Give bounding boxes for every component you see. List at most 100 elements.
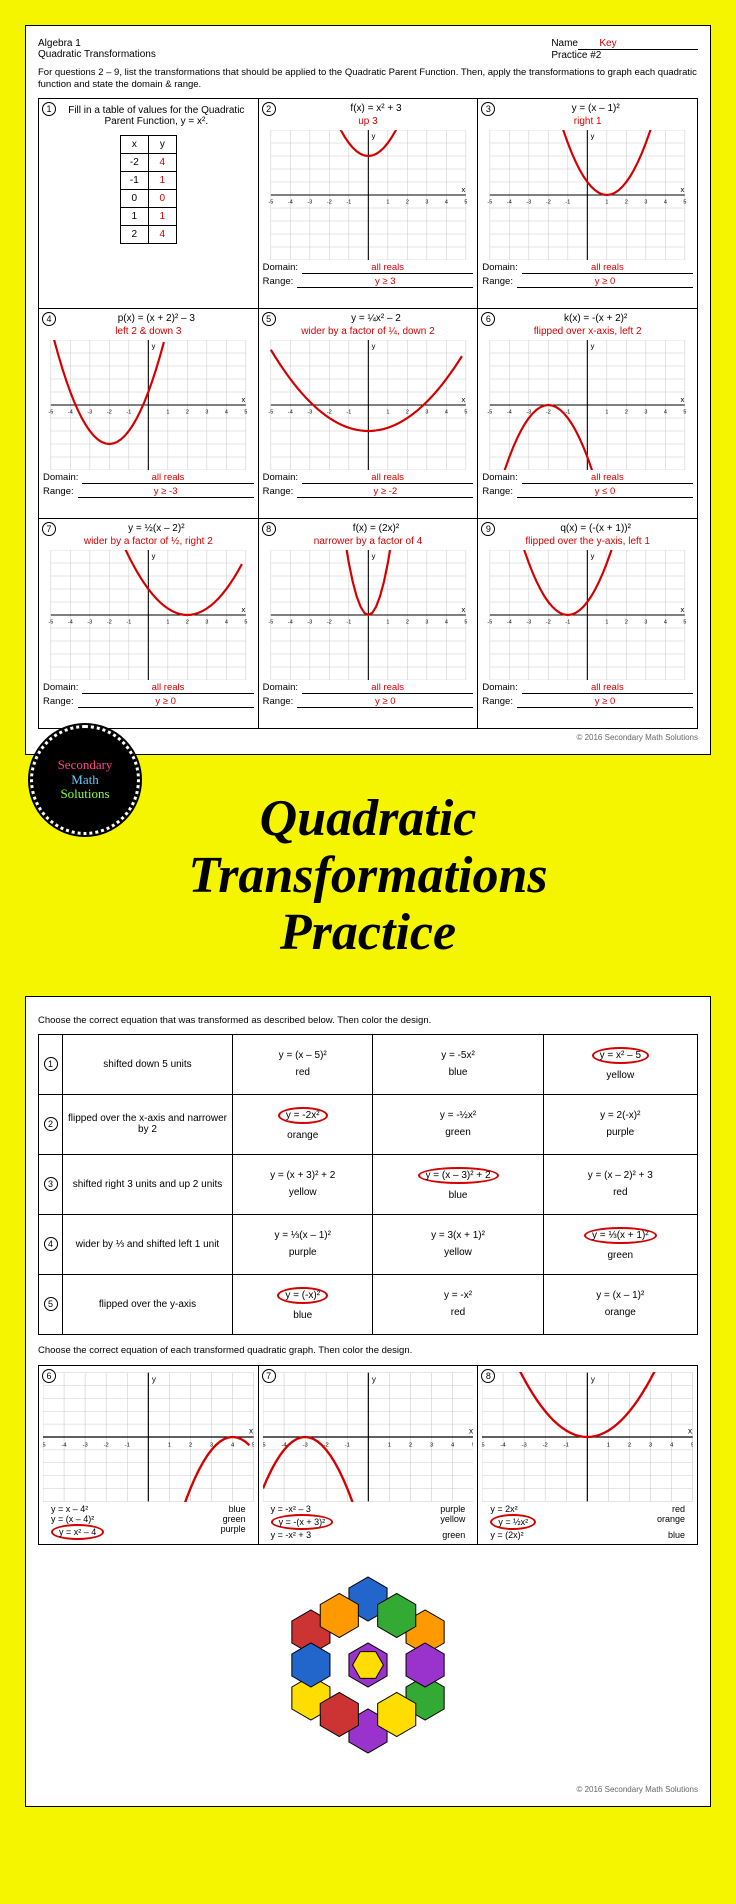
- q-number: 8: [262, 522, 276, 536]
- domain-row: Domain:all reals: [43, 472, 254, 484]
- option-cell: y = ⅓(x + 1)²green: [543, 1214, 697, 1274]
- equation: f(x) = x² + 3: [279, 103, 474, 114]
- transformation-answer: left 2 & down 3: [43, 326, 254, 338]
- worksheet-page-2: Choose the correct equation that was tra…: [25, 996, 711, 1807]
- svg-text:4: 4: [231, 1442, 235, 1448]
- svg-text:2: 2: [189, 1442, 192, 1448]
- equation: k(x) = -(x + 2)²: [498, 313, 693, 324]
- svg-text:-4: -4: [507, 199, 512, 205]
- q6-cell: 6 k(x) = -(x + 2)² flipped over x-axis, …: [478, 309, 698, 519]
- range-row: Range:y ≥ 0: [263, 696, 474, 708]
- svg-text:5: 5: [691, 1442, 693, 1448]
- option-cell: y = -5x²blue: [373, 1034, 543, 1094]
- graph-option: y = 2x²red: [482, 1504, 693, 1514]
- row-number: 3: [39, 1154, 63, 1214]
- row-description: flipped over the x-axis and narrower by …: [63, 1094, 233, 1154]
- row-description: shifted down 5 units: [63, 1034, 233, 1094]
- coloring-design: [248, 1560, 488, 1770]
- q2-cell: 2 f(x) = x² + 3 up 3 x y-5-4-3-2-112345 …: [259, 99, 479, 309]
- svg-text:-5: -5: [482, 1442, 485, 1448]
- svg-text:4: 4: [664, 409, 667, 415]
- svg-text:5: 5: [472, 1442, 474, 1448]
- question-grid: 1 Fill in a table of values for the Quad…: [38, 98, 698, 729]
- svg-text:3: 3: [645, 619, 648, 625]
- svg-text:-3: -3: [522, 1442, 527, 1448]
- graph-option: y = ½x²orange: [482, 1514, 693, 1530]
- svg-text:1: 1: [168, 1442, 171, 1448]
- range-row: Range:y ≥ 0: [482, 696, 693, 708]
- svg-text:-1: -1: [126, 409, 131, 415]
- row-number: 1: [39, 1034, 63, 1094]
- transformation-answer: flipped over the y-axis, left 1: [482, 536, 693, 548]
- svg-text:2: 2: [628, 1442, 631, 1448]
- q-number: 5: [262, 312, 276, 326]
- svg-text:-3: -3: [307, 409, 312, 415]
- row-number: 5: [39, 1274, 63, 1334]
- svg-text:5: 5: [684, 619, 687, 625]
- instructions-2: Choose the correct equation that was tra…: [38, 1015, 698, 1027]
- option-cell: y = 2(-x)²purple: [543, 1094, 697, 1154]
- domain-row: Domain:all reals: [263, 682, 474, 694]
- domain-row: Domain:all reals: [482, 472, 693, 484]
- svg-text:-2: -2: [546, 199, 551, 205]
- copyright-1: © 2016 Secondary Math Solutions: [38, 733, 698, 742]
- q-number: 7: [42, 522, 56, 536]
- svg-text:5: 5: [464, 619, 467, 625]
- svg-text:4: 4: [664, 619, 667, 625]
- graph-option: y = x² – 4purple: [43, 1524, 254, 1540]
- practice-label: Practice #2: [551, 50, 698, 61]
- svg-text:4: 4: [451, 1442, 455, 1448]
- svg-text:2: 2: [625, 409, 628, 415]
- q1-number: 1: [42, 102, 56, 116]
- transformation-answer: up 3: [263, 116, 474, 128]
- graph-option: y = -x² – 3purple: [263, 1504, 474, 1514]
- svg-text:2: 2: [405, 199, 408, 205]
- svg-text:4: 4: [444, 409, 447, 415]
- svg-text:-2: -2: [107, 409, 112, 415]
- q5-cell: 5 y = ¼x² – 2 wider by a factor of ¼, do…: [259, 309, 479, 519]
- option-cell: y = (x – 2)² + 3red: [543, 1154, 697, 1214]
- brand-logo: Secondary Math Solutions: [30, 725, 140, 835]
- svg-text:1: 1: [606, 409, 609, 415]
- svg-text:y: y: [152, 341, 156, 350]
- name-value: Key: [578, 38, 638, 50]
- svg-text:-3: -3: [307, 199, 312, 205]
- svg-text:3: 3: [425, 199, 428, 205]
- svg-text:3: 3: [425, 409, 428, 415]
- svg-text:2: 2: [408, 1442, 411, 1448]
- svg-text:-2: -2: [546, 409, 551, 415]
- svg-text:-4: -4: [61, 1442, 67, 1448]
- svg-text:1: 1: [606, 619, 609, 625]
- svg-text:-4: -4: [68, 619, 73, 625]
- svg-text:y: y: [591, 1375, 596, 1384]
- svg-text:-4: -4: [288, 199, 293, 205]
- graph-q7: 7 x y-5-4-3-2-112345 y = -x² – 3purpley …: [259, 1366, 479, 1545]
- range-row: Range:y ≥ -2: [263, 486, 474, 498]
- svg-text:-2: -2: [107, 619, 112, 625]
- q-number: 3: [481, 102, 495, 116]
- svg-text:-1: -1: [564, 1442, 569, 1448]
- range-row: Range:y ≥ 3: [263, 276, 474, 288]
- q8-cell: 8 f(x) = (2x)² narrower by a factor of 4…: [259, 519, 479, 729]
- svg-text:-4: -4: [501, 1442, 507, 1448]
- svg-text:-4: -4: [68, 409, 73, 415]
- svg-text:-5: -5: [488, 619, 493, 625]
- graph-option: y = x – 4²blue: [43, 1504, 254, 1514]
- svg-text:5: 5: [244, 619, 247, 625]
- svg-text:-4: -4: [507, 619, 512, 625]
- svg-text:-1: -1: [346, 409, 351, 415]
- svg-text:4: 4: [225, 409, 228, 415]
- q-number: 4: [42, 312, 56, 326]
- svg-text:2: 2: [186, 409, 189, 415]
- transformation-answer: wider by a factor of ¼, down 2: [263, 326, 474, 338]
- instructions-1: For questions 2 – 9, list the transforma…: [38, 67, 698, 92]
- svg-text:3: 3: [645, 409, 648, 415]
- svg-text:-1: -1: [566, 619, 571, 625]
- domain-row: Domain:all reals: [263, 262, 474, 274]
- domain-row: Domain:all reals: [263, 472, 474, 484]
- option-cell: y = (x – 1)²orange: [543, 1274, 697, 1334]
- svg-text:2: 2: [625, 619, 628, 625]
- svg-text:-3: -3: [302, 1442, 307, 1448]
- svg-text:y: y: [371, 551, 375, 560]
- transformation-answer: narrower by a factor of 4: [263, 536, 474, 548]
